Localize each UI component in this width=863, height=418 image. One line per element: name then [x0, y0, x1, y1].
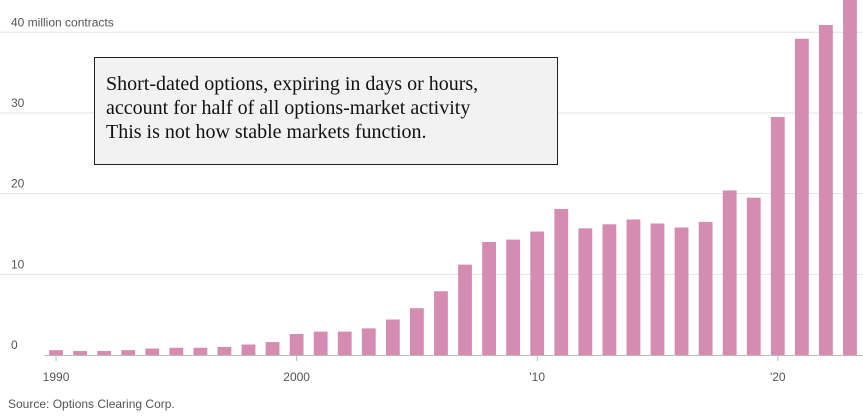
- y-axis-labels: 0 10 20 30 40 million contracts: [11, 15, 114, 352]
- y-tick-label: 10: [11, 257, 25, 271]
- bar: [313, 331, 328, 355]
- bar: [794, 38, 809, 356]
- bar: [458, 264, 472, 355]
- bar: [410, 308, 424, 355]
- bar: [217, 346, 232, 355]
- bar: [746, 197, 761, 355]
- bar: [819, 25, 833, 356]
- bar: [337, 331, 352, 355]
- bar: [97, 350, 112, 355]
- bar: [193, 347, 208, 355]
- x-axis-labels: 1990 2000 '10 '20: [43, 370, 786, 384]
- bar: [698, 221, 713, 355]
- bar: [602, 224, 617, 355]
- x-axis: [44, 355, 863, 361]
- x-tick-label: 1990: [43, 370, 70, 384]
- annotation-callout: Short-dated options, expiring in days or…: [94, 57, 558, 165]
- bar: [674, 227, 689, 355]
- y-tick-label: 0: [11, 338, 18, 352]
- x-tick-label: '20: [770, 370, 786, 384]
- bar: [722, 190, 737, 355]
- y-tick-label: 20: [11, 177, 25, 191]
- bar: [578, 228, 593, 355]
- callout-line: Short-dated options, expiring in days or…: [106, 73, 479, 95]
- bar: [145, 348, 160, 355]
- bar: [482, 242, 496, 355]
- bar: [626, 219, 641, 355]
- callout-line: This is not how stable markets function.: [106, 121, 427, 143]
- bar: [121, 350, 136, 355]
- bar: [385, 319, 400, 355]
- source-note: Source: Options Clearing Corp.: [8, 397, 175, 411]
- y-unit-label: 40 million contracts: [11, 15, 114, 29]
- bar: [49, 350, 63, 355]
- x-tick-label: 2000: [283, 370, 310, 384]
- bar: [770, 116, 785, 355]
- bars: [49, 0, 857, 356]
- bar: [434, 291, 448, 355]
- bar: [650, 223, 665, 355]
- bar: [843, 0, 857, 355]
- bar: [289, 334, 304, 355]
- bar: [554, 208, 569, 355]
- bar: [241, 344, 256, 355]
- bar: [361, 328, 376, 355]
- bar: [73, 350, 87, 355]
- x-tick-label: '10: [529, 370, 545, 384]
- bar: [265, 342, 280, 355]
- y-tick-label: 30: [11, 96, 25, 110]
- bar: [530, 231, 545, 355]
- bar: [169, 347, 184, 355]
- bar: [506, 239, 521, 355]
- callout-line: account for half of all options-market a…: [106, 97, 471, 119]
